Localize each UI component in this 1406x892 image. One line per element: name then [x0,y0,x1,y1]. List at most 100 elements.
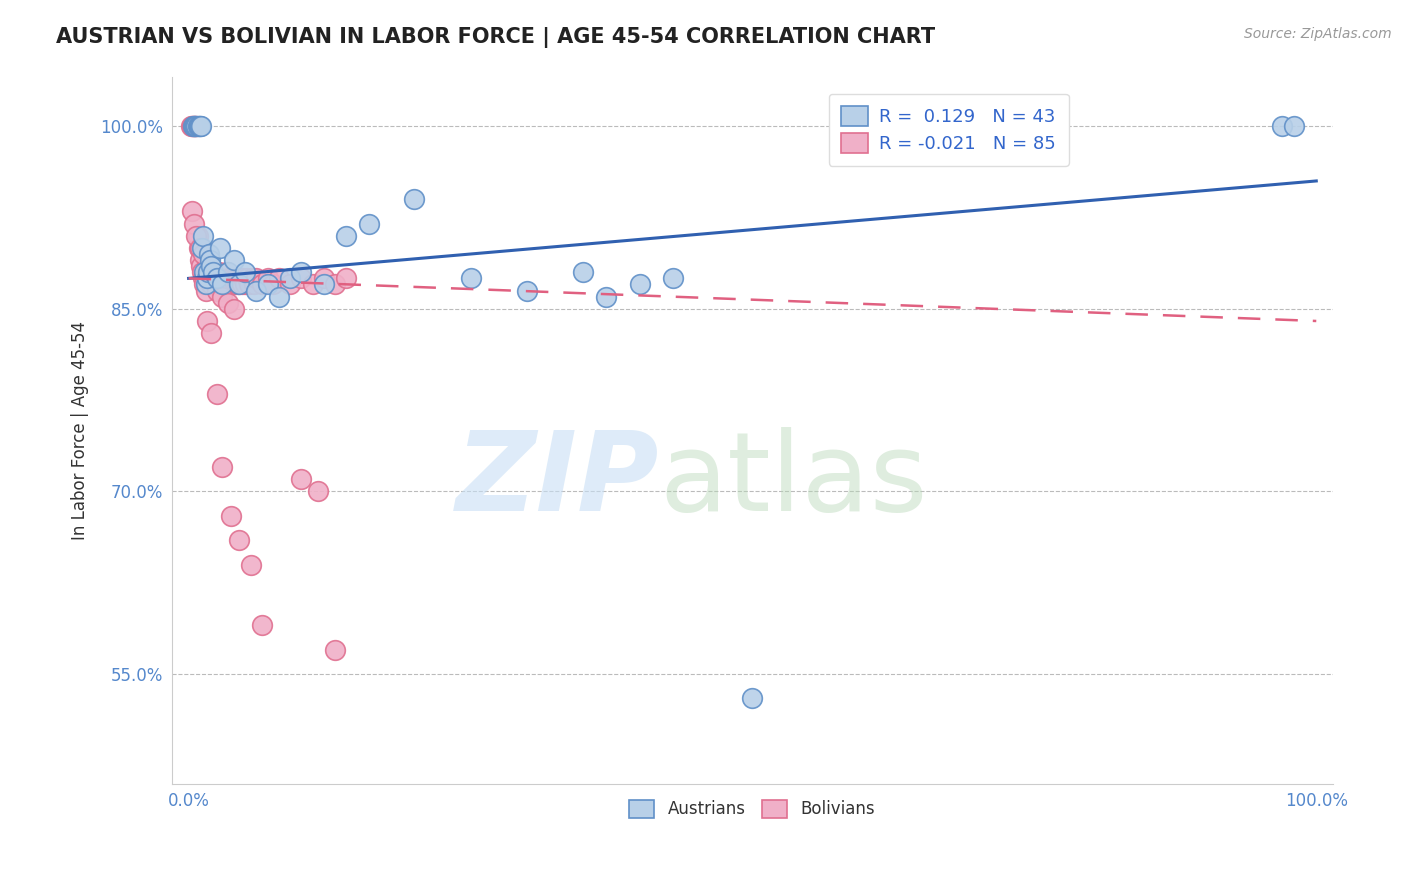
Point [200,259,222,273]
Point [741,691,763,706]
Point [202,265,225,279]
Point [209,241,232,255]
Point [572,265,595,279]
Point [221,271,243,285]
Point [217,295,239,310]
Point [184,119,207,133]
Point [191,241,214,255]
Point [323,277,346,292]
Point [183,217,205,231]
Point [290,472,312,486]
Point [202,271,225,285]
Point [460,271,482,285]
Point [236,271,259,285]
Point [256,271,278,285]
Point [335,271,357,285]
Point [187,228,209,243]
Point [186,228,208,243]
Point [250,618,273,632]
Point [301,277,323,292]
Point [186,119,208,133]
Point [290,271,312,285]
Point [267,290,290,304]
Point [195,314,218,328]
Point [211,284,233,298]
Point [226,277,249,292]
Point [209,271,232,285]
Point [215,265,238,279]
Point [628,277,651,292]
Point [181,119,204,133]
Point [200,277,222,292]
Point [228,533,250,548]
Point [205,271,228,285]
Point [267,271,290,285]
Point [190,119,212,133]
Text: ZIP: ZIP [456,426,659,533]
Point [662,271,685,285]
Point [194,284,217,298]
Point [218,271,240,285]
Point [233,265,256,279]
Point [181,204,204,219]
Point [245,271,267,285]
Point [198,253,221,268]
Point [224,277,246,292]
Point [188,241,211,255]
Y-axis label: In Labor Force | Age 45-54: In Labor Force | Age 45-54 [72,321,89,540]
Point [194,277,217,292]
Point [181,119,204,133]
Point [217,265,239,279]
Point [197,259,219,273]
Point [193,228,215,243]
Point [222,271,245,285]
Point [209,277,232,292]
Point [207,277,229,292]
Point [219,277,242,292]
Point [516,284,538,298]
Text: Source: ZipAtlas.com: Source: ZipAtlas.com [1244,27,1392,41]
Point [232,271,254,285]
Point [204,265,226,279]
Point [357,217,380,231]
Point [188,119,211,133]
Point [190,259,212,273]
Point [211,290,233,304]
Point [225,271,247,285]
Point [191,265,214,279]
Point [245,284,267,298]
Point [307,484,329,499]
Point [211,277,233,292]
Point [187,241,209,255]
Point [204,277,226,292]
Point [193,265,215,279]
Point [256,277,278,292]
Point [278,277,301,292]
Point [228,277,250,292]
Point [195,271,218,285]
Point [198,271,221,285]
Point [335,228,357,243]
Point [1271,119,1294,133]
Point [240,271,263,285]
Point [215,271,238,285]
Point [221,508,243,523]
Point [211,460,233,475]
Point [243,277,266,292]
Point [228,277,250,292]
Point [231,277,253,292]
Point [312,271,335,285]
Point [187,119,209,133]
Point [205,284,228,298]
Text: atlas: atlas [659,426,928,533]
Point [181,119,204,133]
Point [222,301,245,316]
Point [217,277,239,292]
Text: AUSTRIAN VS BOLIVIAN IN LABOR FORCE | AGE 45-54 CORRELATION CHART: AUSTRIAN VS BOLIVIAN IN LABOR FORCE | AG… [56,27,935,48]
Point [229,271,252,285]
Point [239,558,262,572]
Point [180,119,202,133]
Point [183,119,205,133]
Point [214,277,236,292]
Point [250,277,273,292]
